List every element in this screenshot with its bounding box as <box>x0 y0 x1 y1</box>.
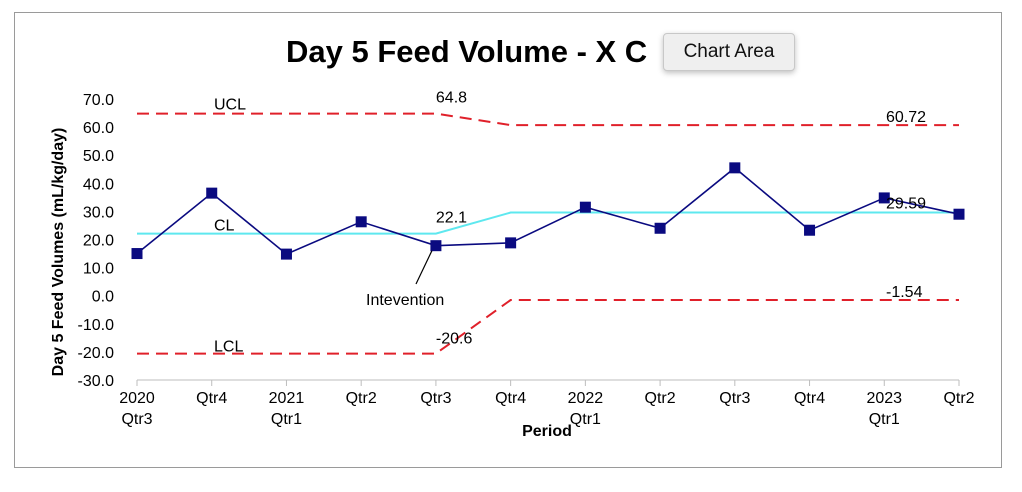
intervention-label: Intevention <box>366 292 444 309</box>
y-tick-label: 30.0 <box>83 204 114 221</box>
x-tick-label: 2020 <box>119 390 155 407</box>
ucl-after-value: 60.72 <box>886 109 926 126</box>
y-tick-label: 10.0 <box>83 261 114 278</box>
y-axis-title: Day 5 Feed Volumes (mL/kg/day) <box>50 128 67 377</box>
data-point <box>131 248 143 260</box>
lcl-label: LCL <box>214 339 243 356</box>
y-tick-label: -20.0 <box>78 345 115 362</box>
cl-label: CL <box>214 218 235 235</box>
ucl-before-value: 64.8 <box>436 90 467 107</box>
x-tick-label: Qtr3 <box>719 390 750 407</box>
y-tick-label: -30.0 <box>78 373 115 390</box>
data-point <box>579 201 591 213</box>
x-tick-label: Qtr1 <box>271 411 302 428</box>
x-axis: 2020 Qtr3 Qtr4 2021 Qtr1 Qtr2 Qtr3 Qtr4 2022 Qtr1… <box>119 379 975 428</box>
control-limit-lines <box>137 112 959 355</box>
y-tick-label: 70.0 <box>83 92 114 109</box>
x-tick-label: Qtr4 <box>495 390 526 407</box>
x-tick-label: Qtr3 <box>420 390 451 407</box>
x-tick-label: Qtr3 <box>121 411 152 428</box>
ucl-label: UCL <box>214 97 246 114</box>
data-point <box>804 224 816 236</box>
data-point <box>953 208 965 220</box>
x-tick-label: Qtr4 <box>794 390 825 407</box>
lcl-before-value: -20.6 <box>436 331 473 348</box>
data-point <box>729 162 741 174</box>
data-point <box>280 248 292 260</box>
y-tick-label: 40.0 <box>83 176 114 193</box>
intervention-pointer <box>415 250 433 285</box>
y-tick-label: 0.0 <box>92 289 114 306</box>
data-point <box>505 237 517 249</box>
y-axis: 70.0 60.0 50.0 40.0 30.0 20.0 10.0 0.0 -10.0 -20.… <box>78 92 115 390</box>
x-axis-title: Period <box>522 423 572 440</box>
series-lines <box>136 166 960 256</box>
x-tick-label: 2021 <box>269 390 305 407</box>
x-tick-label: Qtr4 <box>196 390 227 407</box>
data-point <box>430 240 442 252</box>
cl-before-value: 22.1 <box>436 210 467 227</box>
data-point <box>206 187 218 199</box>
lcl-line <box>137 299 959 355</box>
chart-area-tooltip: Chart Area <box>663 33 795 71</box>
x-tick-label: 2023 <box>866 390 902 407</box>
y-tick-label: 50.0 <box>83 148 114 165</box>
ucl-line <box>137 112 959 127</box>
data-point <box>355 216 367 228</box>
cl-line <box>137 211 959 235</box>
data-point <box>878 192 890 204</box>
data-point <box>654 222 666 234</box>
cl-after-value: 29.59 <box>886 196 926 213</box>
data-line <box>136 166 960 256</box>
x-tick-label: 2022 <box>568 390 604 407</box>
x-tick-label: Qtr1 <box>570 411 601 428</box>
y-tick-label: 20.0 <box>83 233 114 250</box>
x-tick-label: Qtr2 <box>943 390 974 407</box>
data-markers <box>131 162 965 260</box>
x-tick-label: Qtr2 <box>346 390 377 407</box>
x-tick-label: Qtr2 <box>645 390 676 407</box>
y-tick-label: -10.0 <box>78 317 115 334</box>
annotations: UCL CL LCL 64.8 22.1 -20.6 60.72 29.59 -1.54 Inte… <box>214 90 926 356</box>
x-tick-label: Qtr1 <box>869 411 900 428</box>
lcl-after-value: -1.54 <box>886 284 923 301</box>
y-tick-label: 60.0 <box>83 120 114 137</box>
chart-title: Day 5 Feed Volume - X C <box>286 34 647 69</box>
